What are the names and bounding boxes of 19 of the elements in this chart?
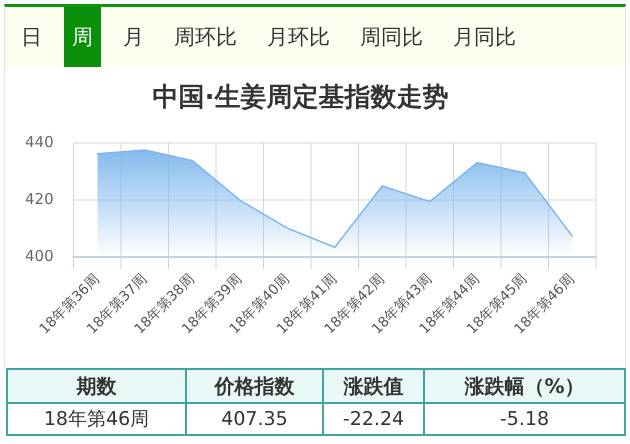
y-tick-label: 440 — [24, 133, 54, 152]
category-label: 期数 — [76, 374, 116, 398]
category-label: 涨跌值 — [344, 374, 404, 398]
text: -5.18 — [500, 408, 550, 430]
category-label: 周同比 — [352, 7, 431, 67]
text: 407.35 — [221, 408, 288, 430]
category-label: 月环比 — [259, 7, 338, 67]
category-label: 涨跌幅（%） — [464, 374, 585, 398]
text: -22.24 — [342, 408, 404, 430]
category-label: 月 — [115, 7, 152, 67]
chart-title: 中国·生姜周定基指数走势 — [152, 81, 448, 112]
text: 18年第46周 — [44, 408, 150, 430]
y-tick-label: 400 — [24, 247, 54, 266]
category-label: 月同比 — [445, 7, 524, 67]
category-label: 价格指数 — [214, 374, 294, 398]
y-tick-label: 420 — [24, 190, 54, 208]
category-label: 日 — [13, 7, 50, 67]
category-label: 周 — [64, 7, 101, 67]
category-label: 周环比 — [166, 7, 245, 67]
